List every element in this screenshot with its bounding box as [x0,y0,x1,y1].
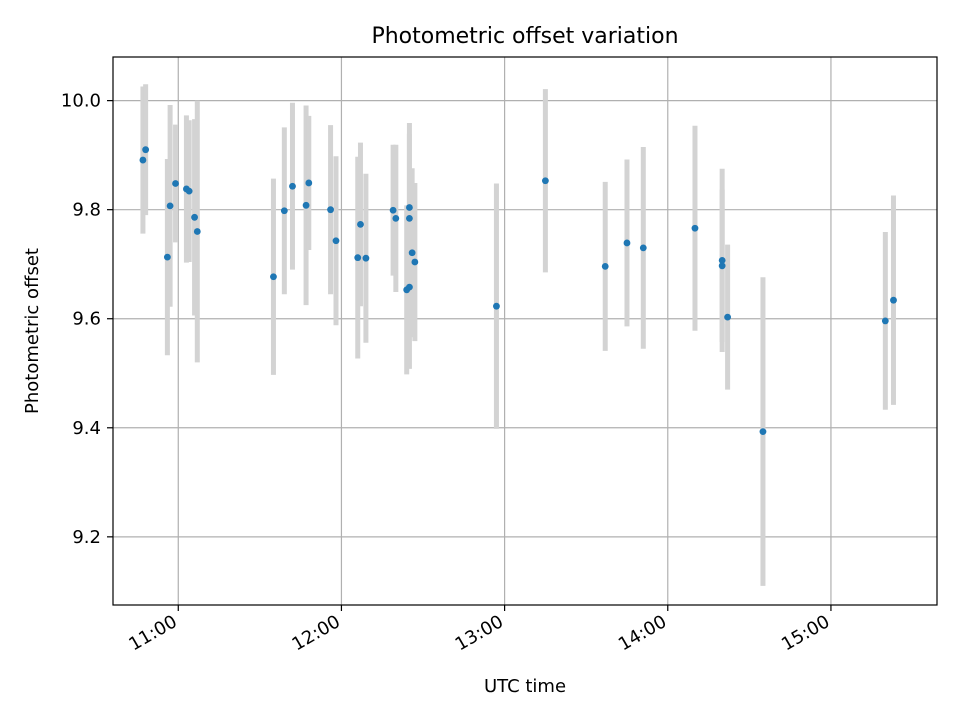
data-point [493,302,500,310]
data-point [289,182,296,190]
data-point [406,283,413,291]
data-point [191,213,198,221]
data-point [411,258,419,266]
data-point [759,428,767,436]
data-point [392,215,400,222]
data-point [280,207,288,215]
data-point [327,206,334,214]
data-point [601,262,609,270]
chart-title: Photometric offset variation [371,24,678,49]
data-points [139,146,897,436]
data-point [193,228,201,235]
data-point [354,254,362,262]
data-point [691,224,699,232]
y-tick-label: 9.6 [72,309,101,330]
data-point [166,202,174,210]
x-tick-label: 15:00 [778,611,833,655]
y-tick-label: 9.8 [72,200,101,221]
data-point [639,244,647,252]
y-axis-label: Photometric offset [22,248,43,414]
x-tick-label: 13:00 [452,611,507,655]
data-point [718,262,726,270]
grid-lines [113,57,937,605]
data-point [406,204,413,211]
data-point [890,296,897,304]
data-point [881,317,889,325]
data-point [408,249,416,257]
y-tick-label: 10.0 [61,91,101,112]
data-point [172,180,179,187]
y-tick-label: 9.2 [72,527,101,548]
data-point [357,220,364,228]
data-point [270,273,277,281]
data-point [305,179,313,187]
x-tick-label: 11:00 [125,611,180,655]
data-point [185,187,193,195]
data-point [139,156,147,164]
data-point [406,215,413,222]
data-point [718,256,726,264]
data-point [302,201,310,209]
y-tick-label: 9.4 [72,418,101,439]
x-tick-label: 14:00 [615,611,670,655]
data-point [163,253,171,261]
data-point [362,254,370,262]
error-bars [140,84,896,586]
plot-frame [112,56,938,606]
x-tick-label: 12:00 [289,611,344,655]
x-axis-label: UTC time [484,676,566,697]
data-point [541,177,549,185]
data-point [142,146,150,154]
data-point [389,206,397,214]
data-point [724,313,732,321]
data-point [332,237,340,245]
data-point [623,239,631,247]
